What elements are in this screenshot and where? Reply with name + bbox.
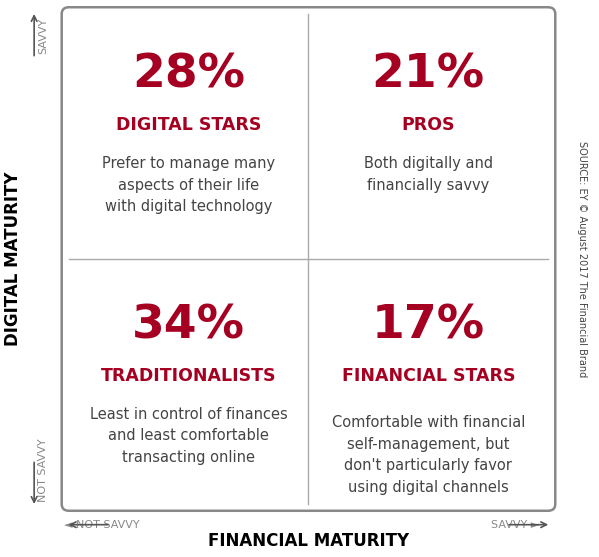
Text: Prefer to manage many
aspects of their life
with digital technology: Prefer to manage many aspects of their l… <box>102 156 276 214</box>
Text: Least in control of finances
and least comfortable
transacting online: Least in control of finances and least c… <box>90 407 288 465</box>
Text: SAVVY ►: SAVVY ► <box>491 520 539 530</box>
Text: Comfortable with financial
self-management, but
don't particularly favor
using d: Comfortable with financial self-manageme… <box>332 415 525 495</box>
Text: Both digitally and
financially savvy: Both digitally and financially savvy <box>364 156 493 193</box>
Text: 34%: 34% <box>132 304 245 348</box>
Text: DIGITAL STARS: DIGITAL STARS <box>116 116 261 134</box>
Text: TRADITIONALISTS: TRADITIONALISTS <box>101 367 276 385</box>
Text: SOURCE: EY © August 2017 The Financial Brand: SOURCE: EY © August 2017 The Financial B… <box>577 141 587 377</box>
Text: 28%: 28% <box>132 53 245 97</box>
Text: PROS: PROS <box>401 116 455 134</box>
Text: 21%: 21% <box>372 53 485 97</box>
Text: FINANCIAL STARS: FINANCIAL STARS <box>341 367 515 385</box>
Text: ◄ NOT SAVVY: ◄ NOT SAVVY <box>64 520 140 530</box>
Text: FINANCIAL MATURITY: FINANCIAL MATURITY <box>208 532 409 550</box>
Text: DIGITAL MATURITY: DIGITAL MATURITY <box>4 172 22 346</box>
FancyBboxPatch shape <box>62 7 555 511</box>
Text: 17%: 17% <box>372 304 485 348</box>
Text: SAVVY: SAVVY <box>38 18 48 55</box>
Text: NOT SAVVY: NOT SAVVY <box>38 439 48 502</box>
